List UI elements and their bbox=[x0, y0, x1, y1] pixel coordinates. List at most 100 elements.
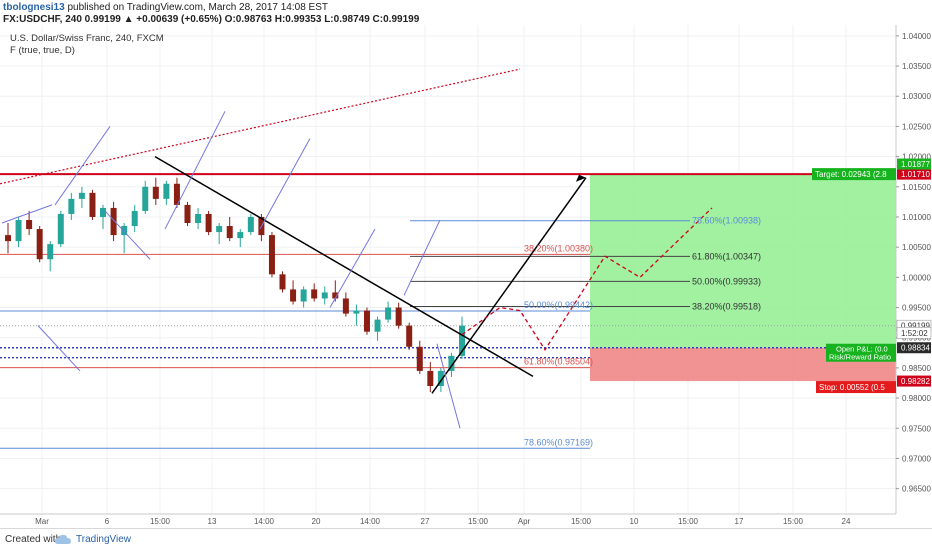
price-axis[interactable]: 1.04000 1.03500 1.03000 1.02500 1.02000 1.015… bbox=[895, 0, 932, 528]
ohlc-line: FX:USDCHF, 240 0.99199 ▲ +0.00639 (+0.65… bbox=[3, 14, 419, 25]
instrument-label: U.S. Dollar/Swiss Franc, 240, FXCM bbox=[10, 33, 164, 44]
price-label-text: 1.01710 bbox=[901, 170, 930, 179]
candle-body bbox=[448, 355, 455, 371]
fib-label-right: 78.60%(1.00938) bbox=[692, 216, 761, 226]
candle-body bbox=[416, 346, 423, 371]
projection-arrowhead bbox=[576, 174, 586, 182]
tradingview-brand[interactable]: TradingView bbox=[76, 534, 132, 545]
price-tick-label: 1.03500 bbox=[902, 62, 931, 71]
candle-body bbox=[57, 213, 64, 245]
instrument-legend[interactable]: U.S. Dollar/Swiss Franc, 240, FXCM bbox=[10, 33, 164, 44]
fibonacci-labels: 78.60%(0.97169) 61.80%(0.98504) 50.00%(0.9… bbox=[524, 216, 761, 448]
target-label-text: Target: 0.02943 (2.8 bbox=[815, 170, 887, 179]
candle-body bbox=[195, 213, 202, 224]
indicator-label: F (true, true, D) bbox=[10, 45, 75, 56]
gann-fan-line bbox=[329, 228, 376, 308]
candle-body bbox=[353, 310, 360, 314]
risk-reward-text: Risk/Reward Ratio bbox=[829, 353, 891, 362]
gann-fan-line bbox=[436, 343, 461, 429]
gann-fan-line bbox=[104, 210, 151, 260]
candle-body bbox=[363, 310, 370, 332]
gann-fan-line bbox=[37, 325, 81, 372]
gann-fan-line bbox=[259, 138, 311, 230]
candle-body bbox=[268, 235, 275, 275]
candle-body bbox=[427, 370, 434, 387]
publish-text: published on TradingView.com, March 28, … bbox=[67, 2, 329, 13]
indicator-legend[interactable]: F (true, true, D) bbox=[10, 45, 75, 56]
time-tick-label: 13 bbox=[208, 517, 217, 526]
price-label-text: 0.98282 bbox=[901, 377, 930, 386]
price-tick-label: 1.00000 bbox=[902, 273, 931, 282]
candle-body bbox=[395, 307, 402, 326]
price-tick-label: 0.98000 bbox=[902, 394, 931, 403]
time-tick-label: 17 bbox=[735, 517, 744, 526]
candle-body bbox=[26, 219, 33, 230]
price-tick-label: 0.97000 bbox=[902, 454, 931, 463]
candle-body bbox=[247, 216, 254, 233]
candle-body bbox=[290, 289, 297, 302]
time-tick-label: 15:00 bbox=[150, 517, 171, 526]
price-tick-label: 0.99500 bbox=[902, 304, 931, 313]
price-label-box bbox=[897, 158, 931, 170]
publish-line: tbolognesi13 published on TradingView.co… bbox=[3, 2, 328, 13]
candle-body bbox=[89, 192, 96, 217]
open-pl-text: Open P&L: (0.0 bbox=[836, 345, 888, 354]
fib-label-left: 50.00%(0.99442) bbox=[524, 300, 593, 310]
projection-arrow-line bbox=[431, 177, 587, 394]
candle-body bbox=[152, 186, 159, 199]
price-tick-label: 1.00500 bbox=[902, 243, 931, 252]
candlesticks bbox=[5, 177, 465, 393]
price-tick-label: 1.01000 bbox=[902, 213, 931, 222]
candle-body bbox=[68, 198, 75, 214]
position-zones bbox=[590, 174, 896, 382]
gann-fan-line bbox=[54, 126, 111, 206]
candle-body bbox=[47, 244, 54, 260]
candle-body bbox=[142, 186, 149, 211]
time-tick-label: 20 bbox=[312, 517, 321, 526]
gann-fan-line bbox=[403, 219, 441, 296]
time-tick-label: 14:00 bbox=[254, 517, 275, 526]
price-label-box bbox=[897, 168, 931, 180]
candle-body bbox=[205, 213, 212, 233]
author-link[interactable]: tbolognesi13 bbox=[3, 2, 65, 13]
trend-drawings bbox=[0, 68, 713, 429]
gann-fan-line bbox=[1, 204, 53, 224]
candle-body bbox=[36, 229, 43, 260]
fib-label-left: 78.60%(0.97169) bbox=[524, 437, 593, 447]
time-tick-label: Apr bbox=[518, 517, 531, 526]
candle-body bbox=[332, 292, 339, 299]
candle-body bbox=[279, 274, 286, 290]
price-label-text: 0.98834 bbox=[901, 344, 930, 353]
time-axis[interactable]: Mar 6 15:00 13 14:00 20 14:00 27 15:00 Apr 15:00 10… bbox=[0, 513, 896, 526]
price-label-box bbox=[897, 375, 931, 387]
price-label-text: 0.99199 bbox=[901, 322, 930, 331]
time-tick-label: 27 bbox=[421, 517, 430, 526]
price-tick-label: 1.02000 bbox=[902, 153, 931, 162]
time-tick-label: 15:00 bbox=[678, 517, 699, 526]
time-tick-label: 14:00 bbox=[360, 517, 381, 526]
fib-label-right: 38.20%(0.99518) bbox=[692, 301, 761, 311]
time-tick-label: 6 bbox=[105, 517, 110, 526]
dotted-trend-line bbox=[0, 68, 521, 185]
candle-body bbox=[216, 226, 223, 233]
candle-body bbox=[78, 192, 85, 199]
candle-body bbox=[459, 325, 465, 356]
candle-body bbox=[385, 307, 392, 320]
open-pl-box bbox=[826, 343, 896, 362]
candle-body bbox=[226, 226, 233, 239]
price-tick-label: 1.03000 bbox=[902, 92, 931, 101]
position-labels: Target: 0.02943 (2.8 Stop: 0.00552 (0.5 Op… bbox=[812, 168, 896, 394]
candle-body bbox=[163, 183, 170, 199]
price-label-box bbox=[897, 342, 931, 354]
price-label-box bbox=[896, 327, 932, 339]
tradingview-cloud-icon bbox=[54, 534, 71, 544]
fib-label-left: 61.80%(0.98504) bbox=[524, 357, 593, 367]
stop-label-box bbox=[816, 381, 896, 394]
time-tick-label: 15:00 bbox=[468, 517, 489, 526]
time-tick-label: 15:00 bbox=[571, 517, 592, 526]
candle-body bbox=[300, 289, 307, 302]
candle-body bbox=[184, 204, 191, 224]
created-with-text: Created with bbox=[5, 534, 62, 545]
